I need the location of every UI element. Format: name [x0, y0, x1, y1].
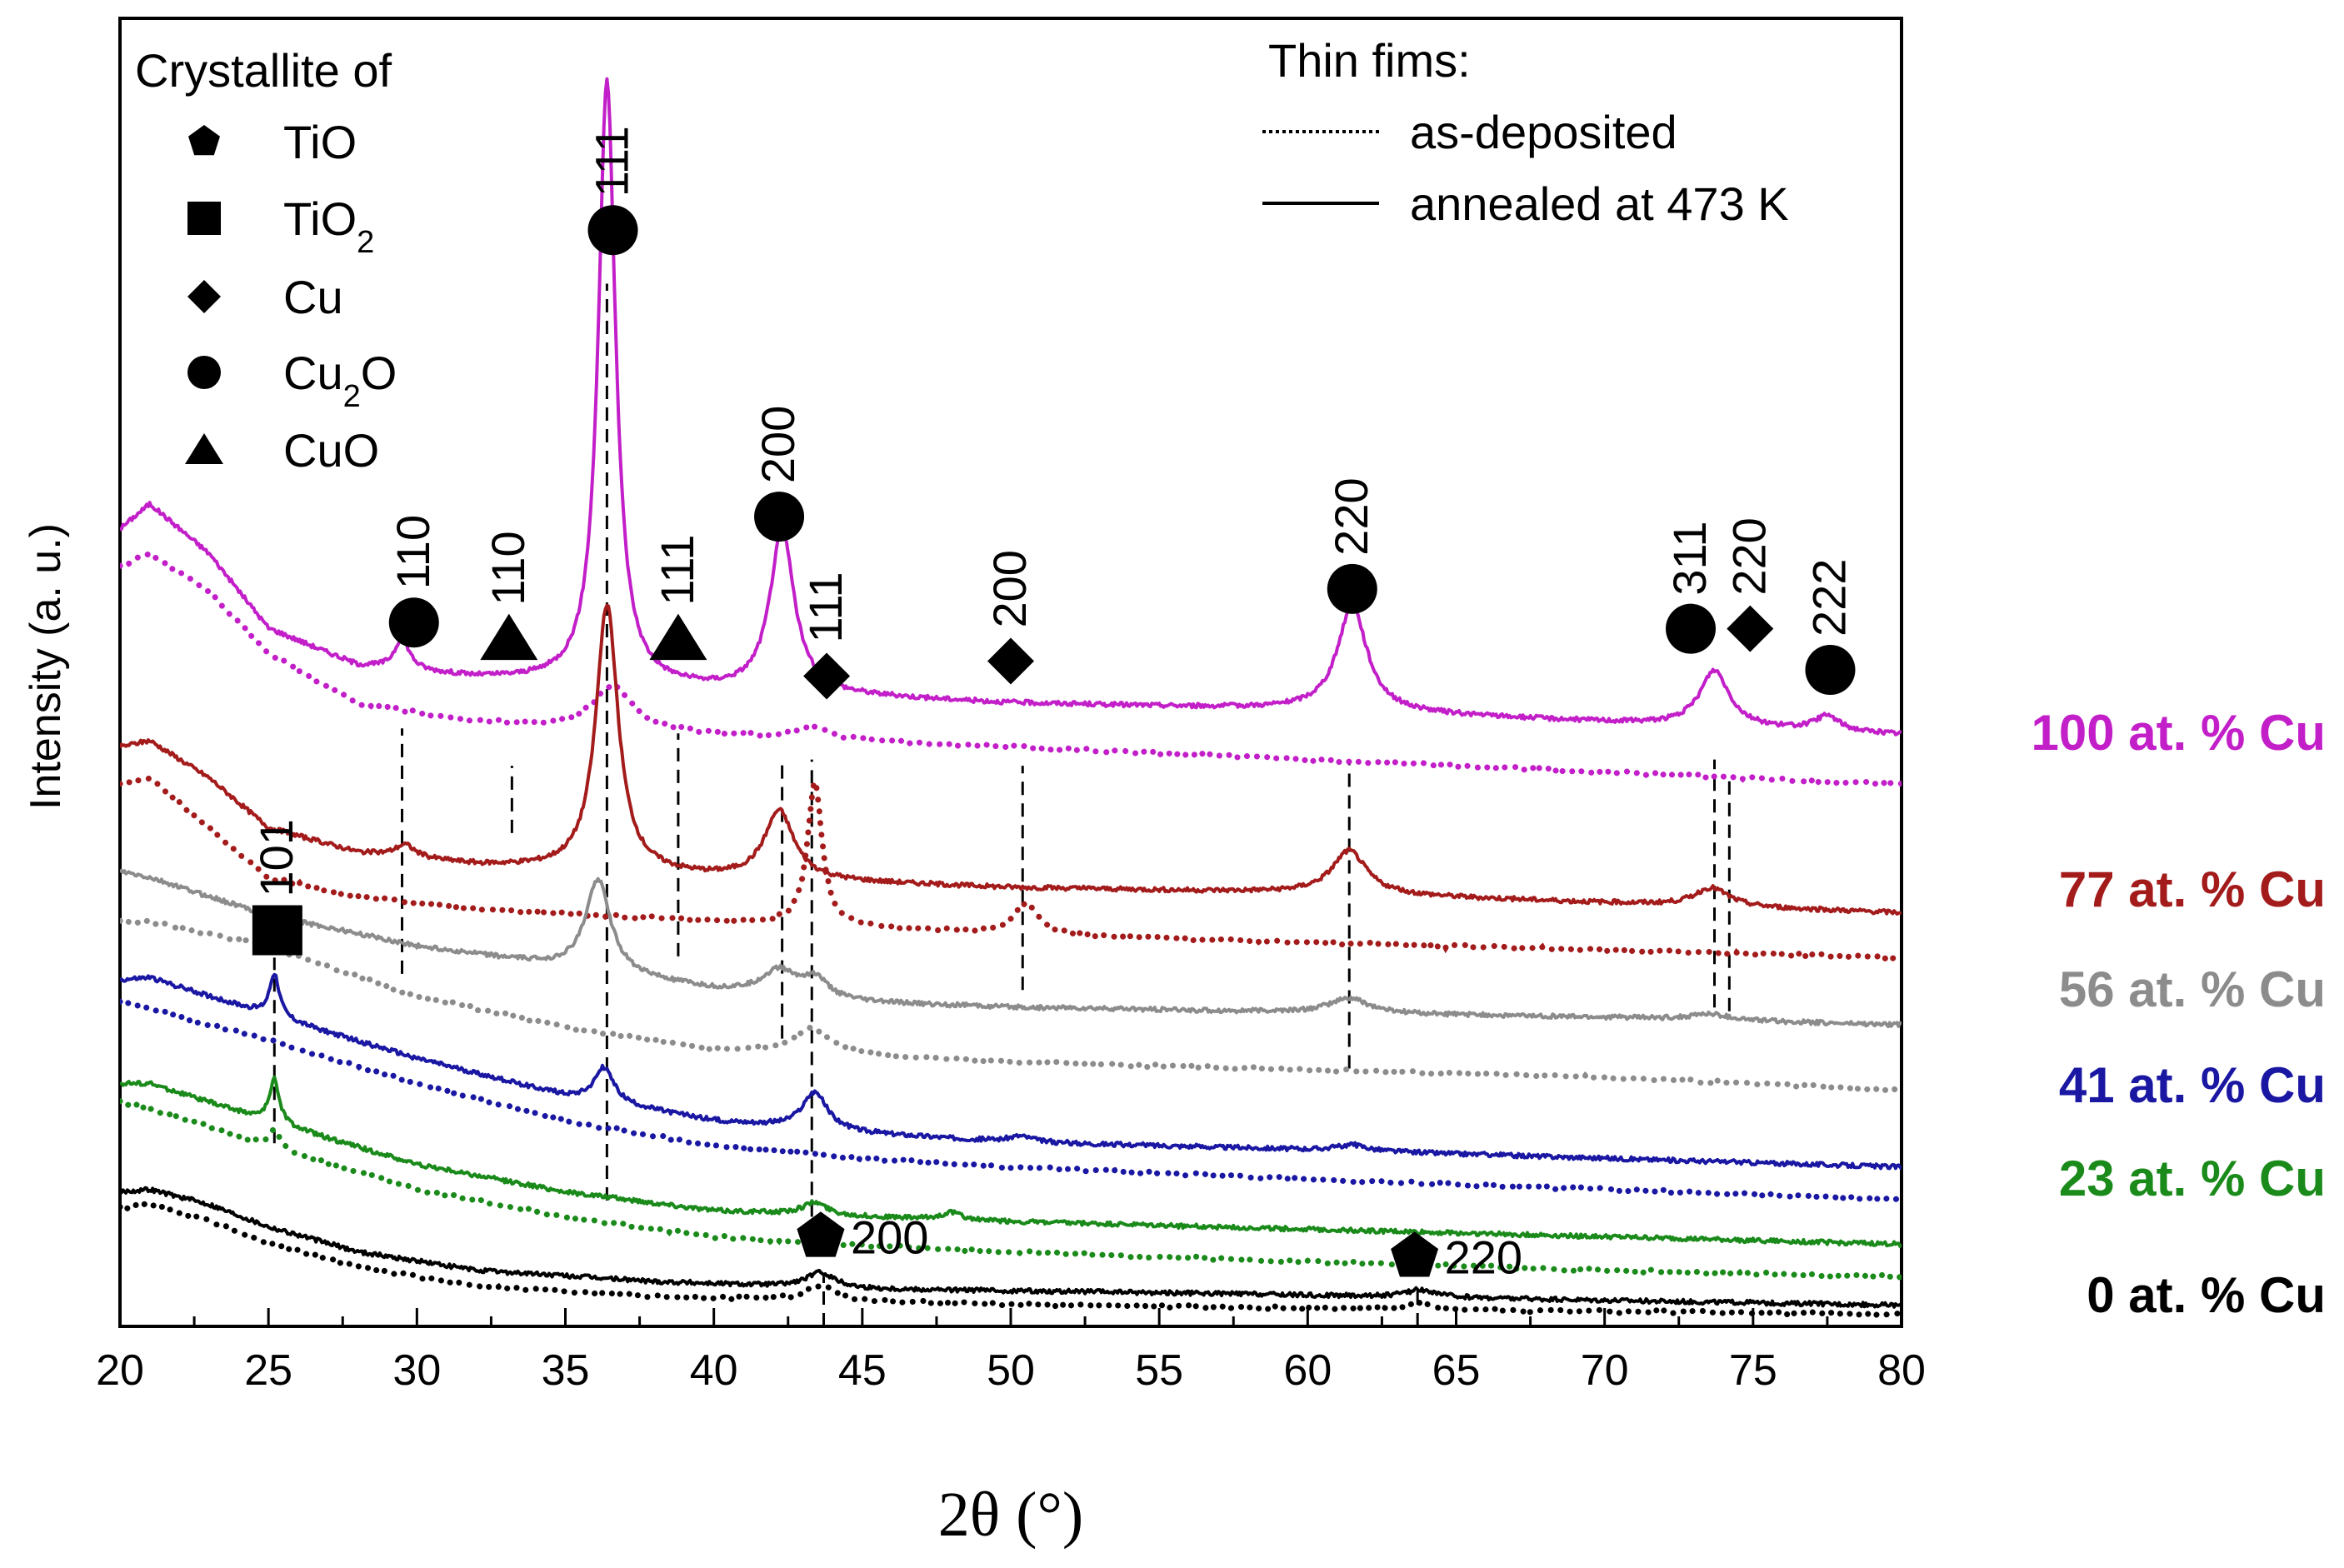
legend-pentagon-icon: [188, 125, 220, 156]
x-tick-label: 70: [1581, 1346, 1629, 1395]
series-label: 0 at. % Cu: [2087, 1267, 2326, 1323]
peak-circle-marker: [1666, 603, 1717, 654]
peak-hkl-label: 220: [1325, 477, 1377, 555]
peak-hkl-label: 101: [250, 819, 302, 896]
legend-label-annealed: annealed at 473 K: [1410, 177, 1789, 230]
series-label: 23 at. % Cu: [2059, 1151, 2326, 1206]
peak-hkl-label: 200: [851, 1211, 928, 1263]
x-axis-title: 2θ (°): [938, 1480, 1083, 1550]
peak-circle-marker: [1327, 563, 1377, 614]
legend-diamond-icon: [187, 280, 221, 313]
legend-symbol-label: Cu: [283, 271, 343, 323]
peak-circle-marker: [754, 492, 805, 542]
peak-circle-marker: [1805, 645, 1856, 696]
peak-circle-marker: [587, 205, 638, 256]
x-tick-label: 45: [838, 1346, 887, 1395]
x-tick-label: 20: [96, 1346, 144, 1395]
series-annealed-curve: [120, 868, 1902, 1029]
x-tick-label: 65: [1432, 1346, 1481, 1395]
x-tick-label: 25: [244, 1346, 292, 1395]
legend-circle-icon: [187, 356, 221, 389]
x-tick-label: 50: [987, 1346, 1035, 1395]
series-label: 41 at. % Cu: [2059, 1057, 2326, 1113]
series-annealed-curve: [120, 1186, 1902, 1309]
series-asdeposited-curve: [120, 915, 1902, 1095]
peak-diamond-marker: [803, 652, 851, 700]
series-annealed-curve: [120, 972, 1902, 1171]
series-annealed-curve: [120, 77, 1902, 737]
legend-linestyle-title: Thin fims:: [1268, 34, 1471, 87]
peak-hkl-label: 110: [387, 515, 439, 589]
legend-symbol-label: Cu2O: [283, 347, 397, 414]
y-axis-title: Intensity (a. u.): [22, 523, 70, 810]
x-tick-label: 40: [690, 1346, 738, 1395]
x-tick-label: 30: [392, 1346, 441, 1395]
series-asdeposited-curve: [120, 1200, 1902, 1321]
peak-hkl-label: 110: [482, 531, 534, 605]
series-label: 100 at. % Cu: [2032, 705, 2326, 761]
x-tick-label: 80: [1877, 1346, 1926, 1395]
legend-symbol-label: TiO: [283, 116, 357, 168]
series-asdeposited-curve: [120, 998, 1902, 1206]
peak-hkl-label: 111: [651, 535, 703, 606]
peak-pentagon-marker: [1391, 1231, 1439, 1277]
x-tick-label: 60: [1283, 1346, 1332, 1395]
series-annealed-curve: [120, 1075, 1902, 1248]
peak-hkl-label: 200: [983, 550, 1036, 627]
peak-hkl-label: 200: [752, 406, 804, 483]
series-annealed-curve: [120, 603, 1902, 916]
peak-hkl-label: 222: [1802, 559, 1855, 637]
peak-hkl-label: 311: [1663, 521, 1716, 595]
legend-triangle-icon: [185, 433, 223, 464]
peak-triangle-marker: [480, 613, 538, 661]
series-asdeposited-curve: [120, 1096, 1902, 1282]
peak-diamond-marker: [1727, 605, 1774, 652]
x-tick-label: 35: [542, 1346, 590, 1395]
peak-hkl-label: 220: [1445, 1231, 1522, 1283]
series-asdeposited-curve: [120, 771, 1902, 965]
peak-hkl-label: 111: [586, 126, 638, 197]
legend-square-icon: [187, 202, 221, 235]
peak-pentagon-marker: [797, 1211, 845, 1257]
legend-symbol-label: TiO2: [283, 192, 374, 260]
legend-label-asdeposited: as-deposited: [1410, 106, 1677, 158]
peak-triangle-marker: [649, 613, 707, 661]
x-tick-label: 75: [1729, 1346, 1777, 1395]
series-label: 56 at. % Cu: [2059, 961, 2326, 1017]
peak-square-marker: [252, 905, 302, 956]
legend-symbol-label: CuO: [283, 424, 379, 477]
peak-circle-marker: [388, 597, 439, 648]
peak-hkl-label: 111: [799, 572, 852, 642]
legend-linestyle: Thin fims: as-deposited annealed at 473 …: [1262, 34, 1789, 230]
x-tick-label: 55: [1135, 1346, 1183, 1395]
peak-hkl-label: 220: [1722, 517, 1775, 595]
peak-diamond-marker: [987, 637, 1034, 685]
legend-crystallite-title: Crystallite of: [135, 44, 392, 97]
legend-crystallite: Crystallite of TiO TiO2 Cu Cu2O CuO: [135, 44, 397, 477]
series-label: 77 at. % Cu: [2059, 861, 2326, 917]
